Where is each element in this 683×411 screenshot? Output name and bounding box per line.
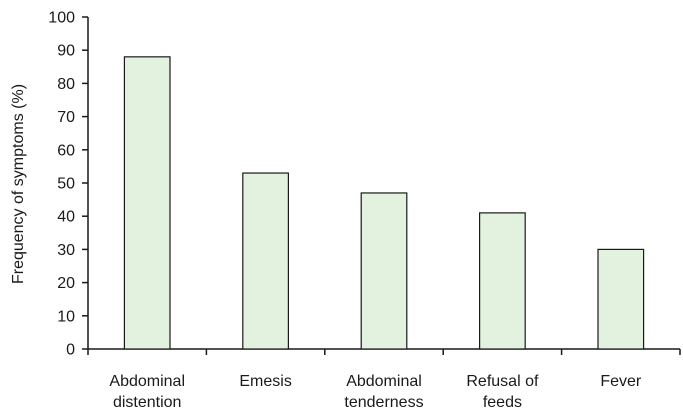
x-category-label: Abdominal [109, 373, 185, 390]
y-tick-label: 10 [57, 308, 75, 325]
y-axis-title: Frequency of symptoms (%) [10, 84, 27, 284]
y-tick-label: 0 [66, 342, 75, 359]
y-tick-label: 90 [57, 43, 75, 60]
y-tick-label: 40 [57, 209, 75, 226]
x-axis: Abdominal distention Emesis Abdominal tender… [87, 348, 681, 411]
x-category-label: Abdominal [346, 373, 422, 390]
x-category-label: Fever [600, 373, 642, 390]
y-tick-label: 50 [57, 176, 75, 193]
x-category-label: Emesis [239, 373, 291, 390]
bars [123, 56, 645, 350]
y-tick-label: 80 [57, 76, 75, 93]
bar [360, 192, 408, 350]
y-tick-label: 20 [57, 275, 75, 292]
bar [597, 248, 645, 350]
y-tick-label: 30 [57, 242, 75, 259]
bar [123, 56, 171, 350]
y-tick-label: 100 [48, 10, 75, 27]
y-tick-label: 70 [57, 109, 75, 126]
x-category-label: tenderness [344, 394, 423, 411]
y-axis: 0 10 20 30 40 50 60 70 80 90 100 [48, 10, 89, 359]
x-category-label: Refusal of [466, 373, 539, 390]
x-category-label: distention [113, 394, 182, 411]
bar [479, 212, 526, 350]
y-tick-label: 60 [57, 142, 75, 159]
bar [242, 172, 289, 350]
x-category-label: feeds [483, 394, 522, 411]
